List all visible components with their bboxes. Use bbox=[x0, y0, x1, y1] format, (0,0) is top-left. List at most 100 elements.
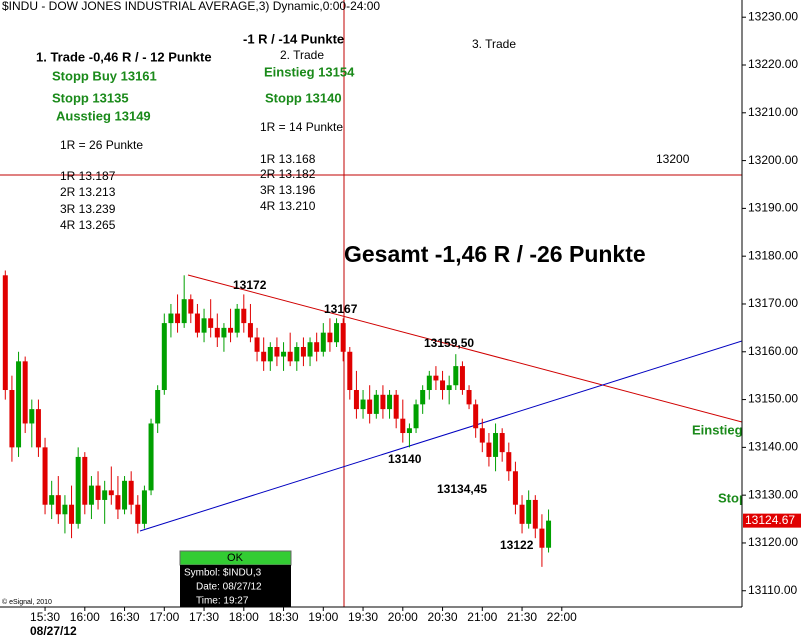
candle-body bbox=[493, 433, 499, 457]
candle-body bbox=[108, 490, 114, 496]
annotation: 1R 13.168 bbox=[260, 152, 316, 166]
candle-body bbox=[373, 394, 379, 414]
annotation: Gesamt -1,46 R / -26 Punkte bbox=[344, 241, 646, 267]
candle-body bbox=[320, 332, 326, 352]
candle-body bbox=[506, 452, 512, 472]
candle-body bbox=[314, 342, 320, 352]
candle-body bbox=[228, 327, 234, 333]
candle-body bbox=[35, 409, 41, 448]
x-tick-label: 16:00 bbox=[70, 610, 100, 624]
candle-body bbox=[261, 351, 267, 362]
candle-body bbox=[181, 299, 187, 324]
annotation: 1. Trade -0,46 R / - 12 Punkte bbox=[36, 49, 212, 64]
candle-body bbox=[168, 313, 174, 324]
plot-area: 1. Trade -0,46 R / - 12 Punkte Stopp Buy … bbox=[0, 0, 755, 607]
annotation: Einstieg 13154 bbox=[264, 64, 355, 79]
annotation: 4R 13.210 bbox=[260, 199, 316, 213]
x-tick-label: 18:00 bbox=[229, 610, 259, 624]
y-tick-label: 13120.00 bbox=[748, 535, 798, 549]
candle-body bbox=[453, 366, 459, 386]
candle-body bbox=[62, 504, 68, 515]
candle-body bbox=[340, 323, 346, 352]
candle-body bbox=[88, 485, 94, 505]
candle-body bbox=[512, 471, 518, 505]
candle-body bbox=[281, 351, 287, 357]
y-tick-label: 13150.00 bbox=[748, 392, 798, 406]
candle-body bbox=[446, 385, 452, 391]
last-price-box bbox=[743, 513, 801, 528]
candle-body bbox=[466, 390, 472, 405]
candle-body bbox=[208, 318, 214, 328]
candle-body bbox=[2, 275, 8, 391]
candle-body bbox=[519, 504, 525, 524]
annotation: 13134,45 bbox=[437, 482, 487, 496]
candle-body bbox=[188, 299, 194, 314]
candle-body bbox=[486, 442, 492, 457]
candle-body bbox=[128, 480, 134, 505]
candle-body bbox=[294, 346, 300, 362]
annotation: 13172 bbox=[233, 278, 267, 292]
annotation: 2R 13.182 bbox=[260, 167, 316, 181]
annotation: 1R = 14 Punkte bbox=[260, 120, 343, 134]
candle-body bbox=[287, 351, 293, 362]
candle-body bbox=[499, 433, 505, 453]
resistance-trendline bbox=[187, 274, 742, 423]
candle-body bbox=[406, 428, 412, 434]
candle-body bbox=[393, 394, 399, 419]
support-trendline bbox=[139, 340, 742, 532]
candle-body bbox=[201, 318, 207, 333]
candle-body bbox=[387, 394, 393, 410]
candle-body bbox=[75, 456, 81, 524]
candle-body bbox=[194, 313, 200, 333]
candle-body bbox=[9, 390, 15, 448]
candle-body bbox=[42, 447, 48, 505]
annotation: Stopp bbox=[718, 490, 755, 505]
tooltip-line: Date: 08/27/12 bbox=[196, 582, 262, 593]
annotation: -1 R / -14 Punkte bbox=[243, 31, 344, 46]
annotation: 3R 13.196 bbox=[260, 183, 316, 197]
candle-body bbox=[55, 495, 61, 515]
tooltip-line: Time: 19:27 bbox=[196, 596, 249, 607]
y-tick-label: 13140.00 bbox=[748, 440, 798, 454]
copyright: © eSignal, 2010 bbox=[2, 598, 52, 606]
y-tick-label: 13230.00 bbox=[748, 9, 798, 23]
annotation: Stopp 13140 bbox=[265, 90, 342, 105]
candle-body bbox=[135, 504, 141, 524]
candle-body bbox=[69, 504, 75, 524]
candle-body bbox=[380, 394, 386, 410]
candle-body bbox=[546, 520, 552, 548]
annotation: 13122 bbox=[500, 538, 534, 552]
candle-body bbox=[433, 375, 439, 381]
candle-body bbox=[334, 323, 340, 343]
candle-body bbox=[175, 313, 181, 324]
candle-body bbox=[49, 495, 55, 505]
candle-body bbox=[29, 409, 35, 424]
annotation: Ausstieg 13149 bbox=[56, 108, 151, 123]
x-tick-label: 19:30 bbox=[348, 610, 378, 624]
candle-body bbox=[532, 499, 538, 529]
tooltip-header: OK bbox=[227, 552, 244, 564]
annotation: 1R = 26 Punkte bbox=[60, 138, 143, 152]
tooltip-line: Symbol: $INDU,3 bbox=[184, 568, 262, 579]
x-tick-label: 22:00 bbox=[547, 610, 577, 624]
candle-body bbox=[440, 380, 446, 391]
candle-body bbox=[241, 308, 247, 324]
candle-body bbox=[82, 456, 88, 505]
candle-body bbox=[539, 528, 545, 548]
x-tick-label: 15:30 bbox=[30, 610, 60, 624]
candle-body bbox=[155, 390, 161, 424]
candle-body bbox=[95, 485, 101, 500]
x-tick-label: 17:00 bbox=[149, 610, 179, 624]
candle-body bbox=[300, 346, 306, 357]
annotation: Einstieg bbox=[692, 422, 743, 437]
candle-body bbox=[148, 423, 154, 491]
candle-body bbox=[22, 361, 28, 424]
x-tick-label: 17:30 bbox=[189, 610, 219, 624]
last-price-label: 13124.67 bbox=[745, 513, 795, 527]
x-tick-label: 21:30 bbox=[507, 610, 537, 624]
candle-body bbox=[221, 327, 227, 338]
chart-title: $INDU - DOW JONES INDUSTRIAL AVERAGE,3) … bbox=[2, 0, 380, 13]
candle-body bbox=[16, 361, 22, 448]
